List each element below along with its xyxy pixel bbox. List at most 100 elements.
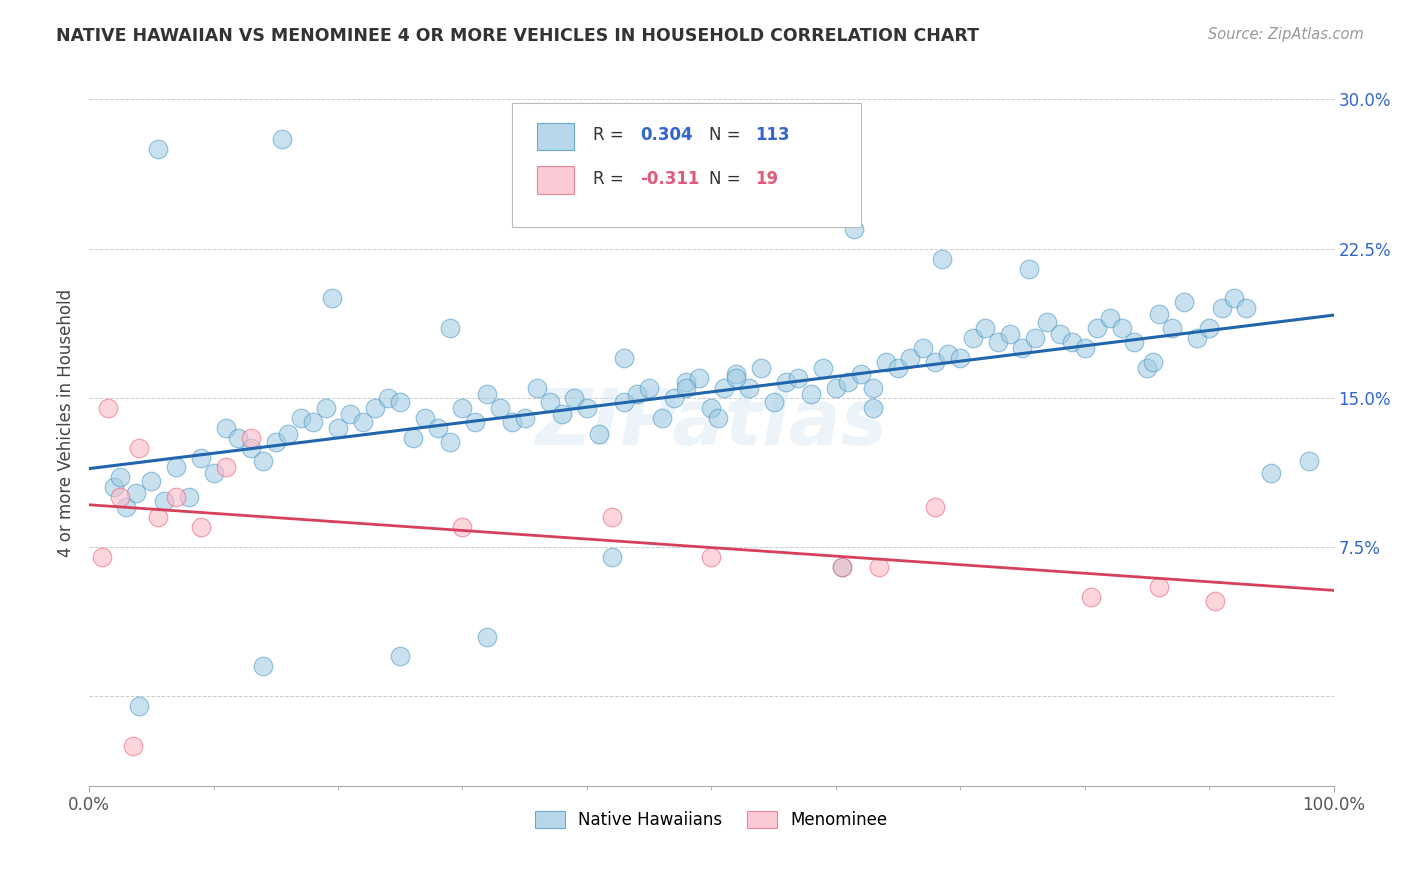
Point xyxy=(103,480,125,494)
Point xyxy=(1223,291,1246,305)
Text: R =: R = xyxy=(593,169,628,187)
Point xyxy=(626,387,648,401)
Point xyxy=(600,549,623,564)
Point xyxy=(688,371,710,385)
Point xyxy=(413,410,436,425)
Point xyxy=(1111,321,1133,335)
Point xyxy=(831,560,853,574)
Point xyxy=(800,387,823,401)
Point xyxy=(326,420,349,434)
Text: N =: N = xyxy=(709,169,745,187)
Point xyxy=(315,401,337,415)
Point xyxy=(215,460,238,475)
Point xyxy=(762,394,785,409)
Point xyxy=(302,415,325,429)
Point xyxy=(564,391,586,405)
Point xyxy=(700,549,723,564)
Point xyxy=(252,454,274,468)
Point xyxy=(1062,335,1084,350)
Point xyxy=(513,410,536,425)
Point xyxy=(824,381,846,395)
Point xyxy=(775,375,797,389)
Point xyxy=(121,739,143,753)
Point xyxy=(165,460,187,475)
FancyBboxPatch shape xyxy=(512,103,860,227)
Point xyxy=(787,371,810,385)
Text: R =: R = xyxy=(593,126,628,145)
Point xyxy=(1080,590,1102,604)
Point xyxy=(875,355,897,369)
Point xyxy=(215,420,238,434)
Point xyxy=(844,221,866,235)
Point xyxy=(1149,307,1171,321)
Point xyxy=(868,560,890,574)
Point xyxy=(477,630,499,644)
Point xyxy=(862,401,884,415)
Point xyxy=(177,491,200,505)
Point xyxy=(1298,454,1320,468)
Point xyxy=(849,367,872,381)
Point xyxy=(1036,315,1059,329)
Point xyxy=(1011,341,1033,355)
Text: Source: ZipAtlas.com: Source: ZipAtlas.com xyxy=(1208,27,1364,42)
Point xyxy=(239,431,262,445)
Point xyxy=(675,375,697,389)
Point xyxy=(862,381,884,395)
Point xyxy=(887,361,910,376)
Point xyxy=(128,441,150,455)
Point xyxy=(900,351,922,365)
Point xyxy=(464,415,486,429)
Point xyxy=(931,252,953,266)
Point xyxy=(1173,295,1195,310)
Point xyxy=(426,420,449,434)
Point xyxy=(1198,321,1220,335)
Point xyxy=(1185,331,1208,345)
Text: ZIPatlas: ZIPatlas xyxy=(536,384,887,460)
Point xyxy=(252,659,274,673)
Point xyxy=(108,470,131,484)
Text: 19: 19 xyxy=(755,169,778,187)
Point xyxy=(146,142,169,156)
Point xyxy=(1049,327,1071,342)
Point xyxy=(588,426,610,441)
Point xyxy=(662,391,685,405)
Point xyxy=(1149,580,1171,594)
Point xyxy=(1136,361,1159,376)
Point xyxy=(1211,301,1233,316)
Point xyxy=(713,381,735,395)
Point xyxy=(613,394,636,409)
Point xyxy=(924,500,946,515)
Point xyxy=(90,549,112,564)
Point xyxy=(190,450,212,465)
Point xyxy=(115,500,138,515)
Point xyxy=(1098,311,1121,326)
Point xyxy=(439,434,461,449)
Point xyxy=(439,321,461,335)
Point xyxy=(613,351,636,365)
Point xyxy=(675,381,697,395)
Point xyxy=(339,407,361,421)
Text: NATIVE HAWAIIAN VS MENOMINEE 4 OR MORE VEHICLES IN HOUSEHOLD CORRELATION CHART: NATIVE HAWAIIAN VS MENOMINEE 4 OR MORE V… xyxy=(56,27,979,45)
Point xyxy=(813,361,835,376)
Point xyxy=(600,510,623,524)
Point xyxy=(401,431,423,445)
Legend: Native Hawaiians, Menominee: Native Hawaiians, Menominee xyxy=(529,804,894,836)
Point xyxy=(1073,341,1095,355)
Point xyxy=(638,381,661,395)
Text: N =: N = xyxy=(709,126,745,145)
Point xyxy=(277,426,299,441)
Point xyxy=(1085,321,1108,335)
Point xyxy=(146,510,169,524)
Point xyxy=(141,475,163,489)
Point xyxy=(321,291,343,305)
Point xyxy=(575,401,598,415)
Point xyxy=(1160,321,1182,335)
Point xyxy=(377,391,399,405)
Point xyxy=(389,394,412,409)
Point xyxy=(364,401,387,415)
Point xyxy=(1204,593,1226,607)
Point xyxy=(1018,261,1040,276)
Point xyxy=(526,381,548,395)
Text: 113: 113 xyxy=(755,126,790,145)
Point xyxy=(451,520,474,534)
